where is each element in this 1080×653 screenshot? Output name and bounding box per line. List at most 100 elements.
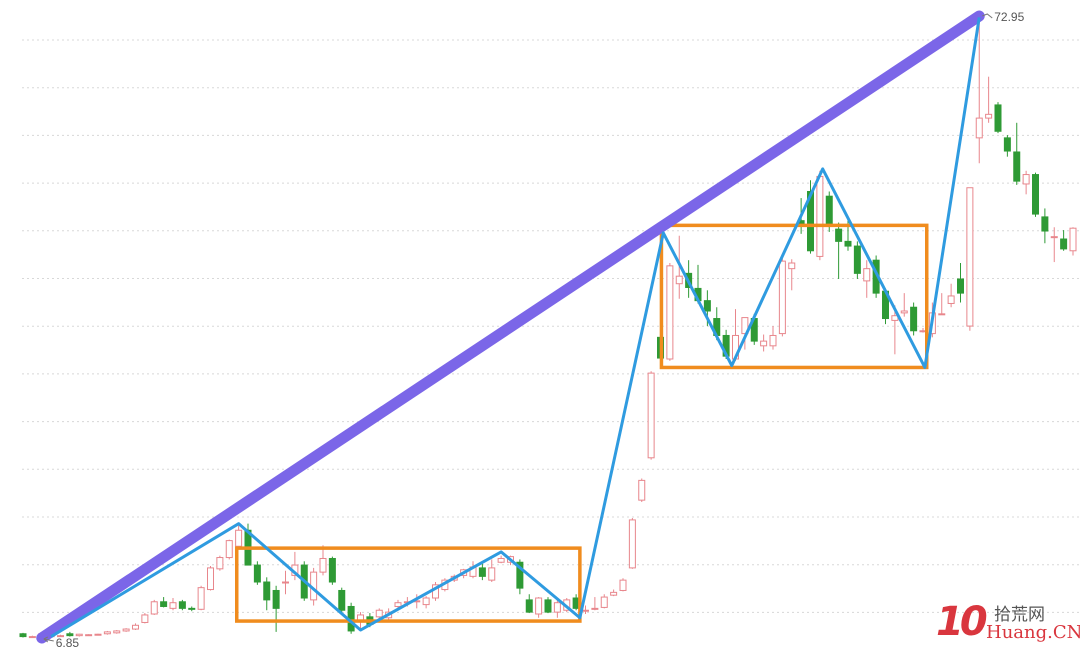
candle-body bbox=[591, 607, 599, 610]
candle-body bbox=[263, 581, 271, 601]
candle-body bbox=[675, 275, 683, 285]
candle bbox=[19, 632, 27, 638]
candle-body bbox=[375, 609, 383, 618]
candle-body bbox=[150, 601, 158, 615]
candle-body bbox=[703, 300, 711, 312]
candle-body bbox=[957, 278, 964, 294]
candle bbox=[160, 597, 168, 608]
candle bbox=[122, 628, 130, 632]
candle-body bbox=[394, 602, 402, 607]
candle bbox=[169, 598, 177, 611]
candle-body bbox=[488, 567, 496, 581]
candle bbox=[1032, 172, 1039, 217]
candle-body bbox=[216, 557, 224, 570]
candle bbox=[394, 599, 402, 609]
candle bbox=[216, 555, 224, 571]
candle bbox=[1022, 170, 1030, 195]
candle bbox=[207, 566, 214, 591]
candle-body bbox=[422, 597, 430, 606]
candle-body bbox=[282, 581, 289, 584]
candle-body bbox=[994, 104, 1002, 132]
watermark-site-cn: 拾荒网 bbox=[994, 605, 1045, 625]
candle-body bbox=[1060, 238, 1068, 250]
candle-body bbox=[66, 633, 74, 637]
candle-body bbox=[553, 602, 561, 613]
candle bbox=[957, 263, 964, 303]
candle bbox=[85, 634, 93, 637]
candle-body bbox=[1032, 174, 1039, 215]
candle bbox=[197, 585, 205, 611]
candle bbox=[666, 263, 674, 361]
candle bbox=[863, 260, 871, 298]
candle-body bbox=[478, 567, 486, 577]
candle bbox=[478, 561, 486, 581]
candle bbox=[619, 578, 627, 592]
candle bbox=[600, 594, 608, 609]
low-label-leader bbox=[43, 636, 54, 643]
candle bbox=[178, 599, 186, 611]
candle-body bbox=[863, 268, 871, 282]
candle-body bbox=[947, 295, 955, 304]
candle bbox=[272, 585, 280, 632]
candle-body bbox=[141, 614, 149, 623]
candle bbox=[188, 606, 196, 612]
candle bbox=[647, 371, 655, 460]
candle-body bbox=[741, 317, 749, 335]
candle bbox=[938, 293, 946, 316]
candle bbox=[1050, 227, 1058, 263]
candle bbox=[432, 582, 439, 601]
candle bbox=[975, 16, 983, 164]
candle bbox=[610, 589, 618, 597]
candle bbox=[544, 597, 552, 614]
candle bbox=[338, 587, 346, 614]
candle-body bbox=[807, 190, 814, 252]
candle-body bbox=[900, 310, 908, 314]
candle-body bbox=[788, 262, 796, 270]
candle-body bbox=[103, 631, 111, 635]
candle bbox=[844, 217, 852, 251]
candle bbox=[769, 326, 777, 350]
candle bbox=[225, 539, 233, 560]
candle-body bbox=[225, 540, 233, 559]
candle-body bbox=[544, 599, 552, 613]
candle-body bbox=[497, 557, 505, 563]
candle-body bbox=[178, 601, 186, 609]
candle bbox=[328, 556, 336, 585]
candle-body bbox=[1022, 174, 1030, 185]
candle-body bbox=[338, 589, 346, 611]
candle-body bbox=[1050, 236, 1058, 239]
candle-body bbox=[835, 228, 843, 242]
candle bbox=[535, 597, 543, 618]
candle-body bbox=[272, 589, 280, 609]
high-price-label: 72.95 bbox=[994, 10, 1024, 24]
candle-body bbox=[122, 628, 130, 632]
candle-body bbox=[328, 557, 336, 583]
candle bbox=[816, 170, 824, 261]
candle-body bbox=[535, 597, 543, 615]
candle bbox=[1041, 208, 1049, 244]
candle bbox=[591, 597, 599, 611]
candle-body bbox=[938, 313, 946, 316]
candle bbox=[1013, 122, 1021, 185]
candle bbox=[28, 635, 36, 639]
watermark-logo: 10 bbox=[936, 599, 988, 645]
zigzag-line bbox=[50, 17, 981, 638]
candle bbox=[900, 293, 908, 317]
candle bbox=[113, 630, 121, 634]
consolidation-box bbox=[659, 223, 929, 370]
candle bbox=[488, 559, 496, 583]
trend-line bbox=[36, 10, 985, 644]
candle bbox=[57, 634, 64, 638]
candle-body bbox=[94, 633, 102, 636]
candle-body bbox=[188, 607, 196, 610]
grid-lines bbox=[22, 39, 1080, 613]
candle bbox=[282, 570, 289, 595]
candle-body bbox=[975, 117, 983, 139]
candle-body bbox=[75, 633, 83, 637]
candle-body bbox=[197, 587, 205, 610]
candle bbox=[553, 598, 561, 618]
candle bbox=[497, 555, 505, 564]
candle bbox=[985, 76, 993, 123]
candle-body bbox=[844, 240, 852, 247]
